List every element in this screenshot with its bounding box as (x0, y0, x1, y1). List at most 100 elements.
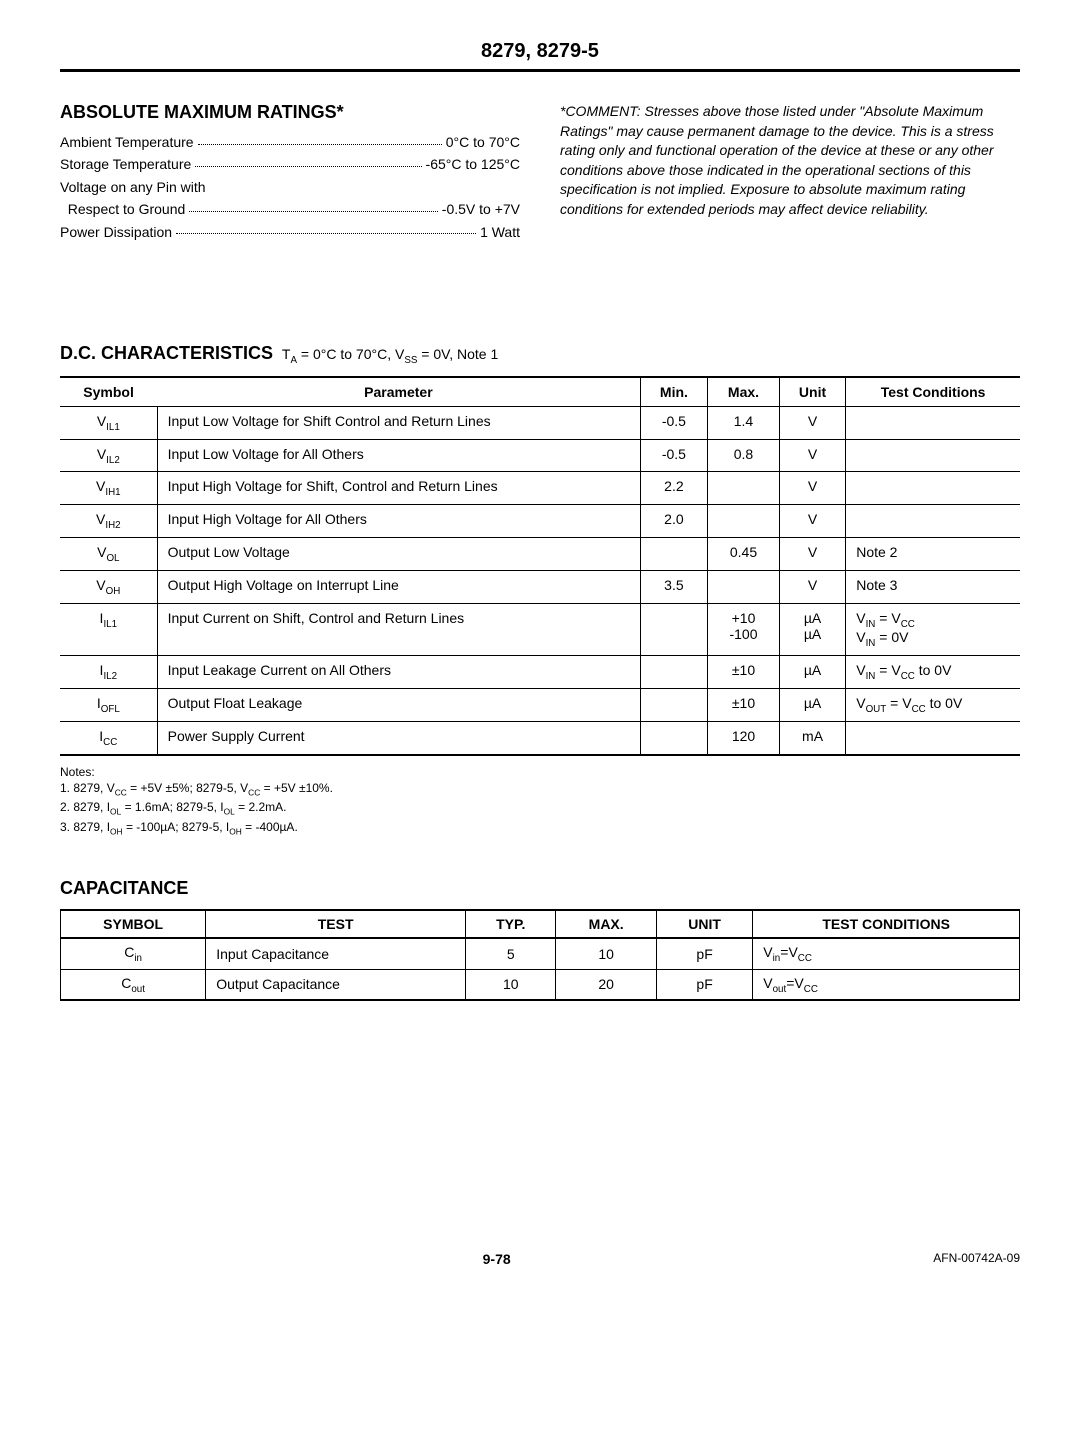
ratings-row: Ambient Temperature0°C to 70°C (60, 131, 520, 153)
table-cell: ±10 (708, 656, 780, 689)
table-cell (640, 656, 707, 689)
table-cell: 5 (466, 938, 556, 969)
ratings-row: Voltage on any Pin with (60, 176, 520, 198)
notes-heading: Notes: (60, 764, 1020, 781)
table-row: VOLOutput Low Voltage0.45VNote 2 (60, 537, 1020, 570)
table-cell (846, 406, 1020, 439)
table-cell: 0.45 (708, 537, 780, 570)
table-cell: VOUT = VCC to 0V (846, 688, 1020, 721)
table-cell: Input Low Voltage for All Others (157, 439, 640, 472)
table-row: ICCPower Supply Current 120mA (60, 721, 1020, 754)
table-cell (708, 570, 780, 603)
table-cell: Input High Voltage for All Others (157, 505, 640, 538)
table-row: VIL2Input Low Voltage for All Others-0.5… (60, 439, 1020, 472)
table-cell: VIN = VCCVIN = 0V (846, 603, 1020, 656)
cap-col-header: SYMBOL (61, 910, 206, 938)
table-cell: Output Low Voltage (157, 537, 640, 570)
dc-col-header: Max. (708, 377, 780, 407)
table-cell: Input Capacitance (206, 938, 466, 969)
ratings-label: Respect to Ground (60, 198, 185, 220)
table-cell: -0.5 (640, 439, 707, 472)
ratings-dots (189, 198, 437, 212)
table-cell (708, 472, 780, 505)
table-cell: µA (779, 688, 845, 721)
table-cell: 0.8 (708, 439, 780, 472)
dc-heading-title: D.C. CHARACTERISTICS (60, 343, 273, 363)
ratings-list: Ambient Temperature0°C to 70°CStorage Te… (60, 131, 520, 243)
table-cell (640, 688, 707, 721)
table-cell: Output High Voltage on Interrupt Line (157, 570, 640, 603)
table-cell: VIH1 (60, 472, 157, 505)
table-cell (640, 721, 707, 754)
page-title: 8279, 8279-5 (60, 40, 1020, 72)
table-cell (640, 603, 707, 656)
cap-col-header: TEST CONDITIONS (753, 910, 1020, 938)
table-cell: IIL1 (60, 603, 157, 656)
dc-col-header: Parameter (157, 377, 640, 407)
notes: Notes: 1. 8279, VCC = +5V ±5%; 8279-5, V… (60, 764, 1020, 838)
table-row: VIH1Input High Voltage for Shift, Contro… (60, 472, 1020, 505)
ratings-label: Storage Temperature (60, 153, 191, 175)
footer-ref: AFN-00742A-09 (933, 1251, 1020, 1267)
cap-table: SYMBOLTESTTYP.MAX.UNITTEST CONDITIONS Ci… (60, 909, 1020, 1002)
notes-line-2: 2. 8279, IOL = 1.6mA; 8279-5, IOL = 2.2m… (60, 799, 1020, 818)
ratings-label: Voltage on any Pin with (60, 176, 206, 198)
table-cell: pF (656, 969, 752, 1000)
dc-col-header: Test Conditions (846, 377, 1020, 407)
table-row: VIL1Input Low Voltage for Shift Control … (60, 406, 1020, 439)
cap-col-header: TYP. (466, 910, 556, 938)
table-cell: 1.4 (708, 406, 780, 439)
table-row: IIL1Input Current on Shift, Control and … (60, 603, 1020, 656)
table-cell: mA (779, 721, 845, 754)
table-cell: Vout=VCC (753, 969, 1020, 1000)
table-cell: Power Supply Current (157, 721, 640, 754)
table-cell: Vin=VCC (753, 938, 1020, 969)
table-cell: VOL (60, 537, 157, 570)
table-cell: 2.2 (640, 472, 707, 505)
ratings-heading: ABSOLUTE MAXIMUM RATINGS* (60, 102, 520, 123)
table-cell: 3.5 (640, 570, 707, 603)
ratings-value: -65°C to 125°C (426, 153, 520, 175)
top-columns: ABSOLUTE MAXIMUM RATINGS* Ambient Temper… (60, 102, 1020, 243)
ratings-dots (176, 221, 476, 235)
table-cell: VOH (60, 570, 157, 603)
table-cell: VIN = VCC to 0V (846, 656, 1020, 689)
table-cell: V (779, 406, 845, 439)
table-cell: ±10 (708, 688, 780, 721)
ratings-row: Storage Temperature -65°C to 125°C (60, 153, 520, 175)
comment-text: *COMMENT: Stresses above those listed un… (560, 102, 1020, 220)
table-cell: 120 (708, 721, 780, 754)
table-cell: µAµA (779, 603, 845, 656)
notes-line-3: 3. 8279, IOH = -100µA; 8279-5, IOH = -40… (60, 819, 1020, 838)
footer-page: 9-78 (483, 1251, 511, 1267)
table-cell: VIL1 (60, 406, 157, 439)
table-row: IIL2Input Leakage Current on All Others±… (60, 656, 1020, 689)
table-cell: Note 3 (846, 570, 1020, 603)
table-cell: Output Float Leakage (157, 688, 640, 721)
ratings-label: Power Dissipation (60, 221, 172, 243)
table-cell: V (779, 505, 845, 538)
cap-col-header: TEST (206, 910, 466, 938)
table-cell (846, 721, 1020, 754)
table-cell: Input Leakage Current on All Others (157, 656, 640, 689)
table-cell (846, 472, 1020, 505)
table-cell: Input Low Voltage for Shift Control and … (157, 406, 640, 439)
ratings-row: Power Dissipation1 Watt (60, 221, 520, 243)
ratings-dots (195, 153, 421, 167)
table-cell: ICC (60, 721, 157, 754)
comment-column: *COMMENT: Stresses above those listed un… (560, 102, 1020, 243)
dc-col-header: Symbol (60, 377, 157, 407)
ratings-dots (198, 131, 442, 145)
cap-heading: CAPACITANCE (60, 878, 1020, 899)
table-cell: µA (779, 656, 845, 689)
table-cell: VIH2 (60, 505, 157, 538)
dc-table-header: SymbolParameterMin.Max.UnitTest Conditio… (60, 377, 1020, 407)
ratings-column: ABSOLUTE MAXIMUM RATINGS* Ambient Temper… (60, 102, 520, 243)
cap-table-body: CinInput Capacitance510pFVin=VCCCoutOutp… (61, 938, 1020, 1001)
table-cell: Input Current on Shift, Control and Retu… (157, 603, 640, 656)
table-cell: 10 (556, 938, 657, 969)
table-cell (846, 505, 1020, 538)
ratings-value: 0°C to 70°C (446, 131, 520, 153)
table-cell: Input High Voltage for Shift, Control an… (157, 472, 640, 505)
footer: 9-78 AFN-00742A-09 (60, 1251, 1020, 1267)
